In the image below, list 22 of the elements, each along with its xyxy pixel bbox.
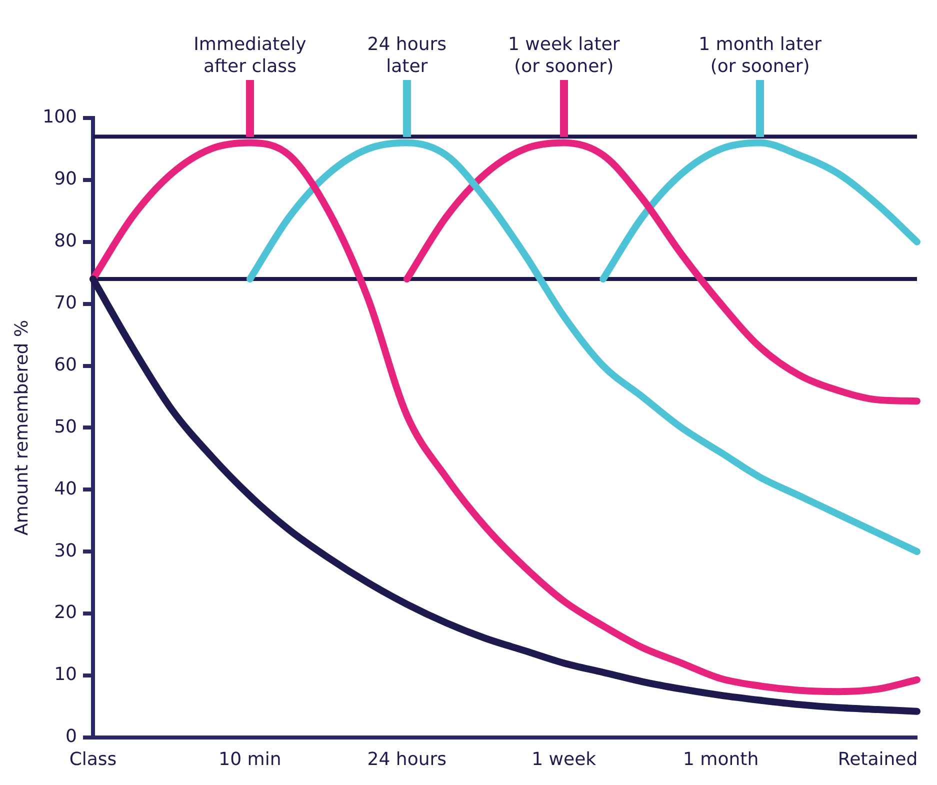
y-tick-label: 90	[54, 168, 77, 190]
x-tick-label: Class	[69, 748, 117, 770]
x-tick-label: 1 week	[532, 748, 597, 770]
x-tick-label: 24 hours	[367, 748, 447, 770]
text: 1 week later (or sooner)	[508, 34, 620, 77]
y-tick-label: 80	[54, 230, 77, 252]
x-tick-label: 10 min	[218, 748, 282, 770]
y-tick-label: 40	[54, 478, 77, 500]
text: 24 hours later	[367, 34, 447, 77]
y-axis-title: Amount remembered %	[11, 320, 32, 536]
y-tick-label: 20	[54, 602, 77, 624]
y-tick-label: 60	[54, 354, 77, 376]
y-tick-label: 10	[54, 664, 77, 686]
y-tick-label: 30	[54, 540, 77, 562]
y-tick-label: 70	[54, 292, 77, 314]
text: 1 month later (or sooner)	[698, 34, 822, 77]
y-tick-label: 50	[54, 416, 77, 438]
x-tick-label: Retained	[838, 748, 918, 770]
x-tick-label: 1 month	[683, 748, 759, 770]
y-tick-label: 0	[66, 726, 77, 748]
text: Immediately after class	[194, 34, 307, 77]
y-tick-label: 100	[42, 106, 77, 128]
